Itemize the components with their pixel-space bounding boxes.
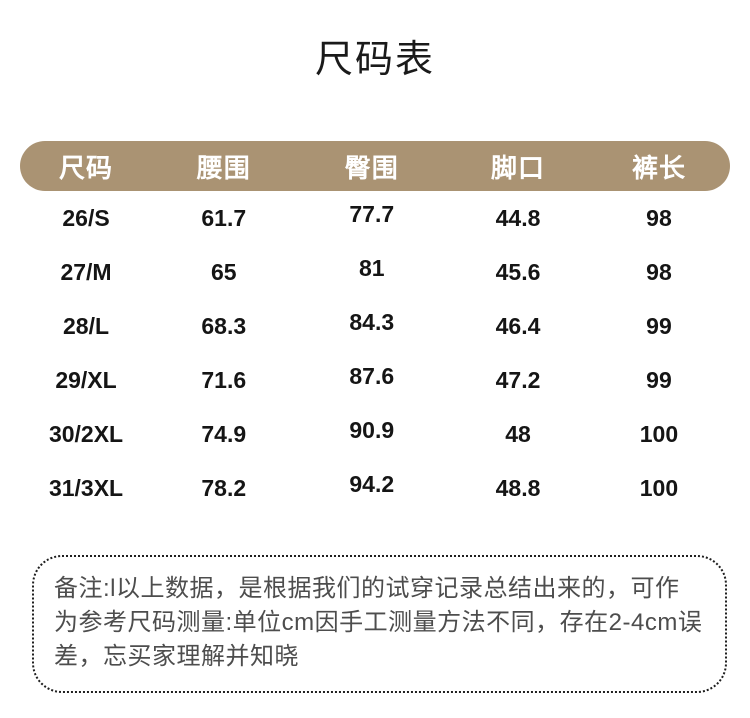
table-row: 26/S 61.7 77.7 44.8 98: [20, 191, 730, 245]
size-table-header-row: 尺码 腰围 臀围 脚口 裤长: [20, 141, 730, 192]
table-row: 30/2XL 74.9 90.9 48 100: [20, 407, 730, 461]
cell-pant-length: 100: [639, 474, 679, 501]
column-header-leg-opening: 脚口: [491, 152, 546, 183]
cell-leg-opening: 48.8: [495, 474, 541, 501]
cell-size: 31/3XL: [48, 474, 124, 501]
table-row: 28/L 68.3 84.3 46.4 99: [20, 299, 730, 353]
cell-size: 27/M: [60, 258, 112, 285]
cell-waist: 78.2: [201, 474, 247, 501]
cell-hip: 81: [358, 254, 385, 281]
cell-waist: 71.6: [201, 366, 247, 393]
cell-size: 28/L: [63, 312, 110, 339]
table-row: 27/M 65 81 45.6 98: [20, 245, 730, 299]
note-box: 备注:l以上数据，是根据我们的试穿记录总结出来的，可作为参考尺码测量:单位cm因…: [32, 555, 727, 694]
cell-hip: 84.3: [349, 308, 395, 335]
cell-hip: 90.9: [349, 416, 395, 443]
cell-size: 26/S: [62, 204, 110, 231]
cell-pant-length: 98: [646, 258, 672, 285]
size-table: 尺码 腰围 臀围 脚口 裤长 26/S 61.7 77.7 44.8 98 27…: [20, 141, 730, 515]
page-title: 尺码表: [314, 39, 435, 81]
cell-hip: 94.2: [349, 470, 395, 497]
cell-leg-opening: 46.4: [495, 312, 541, 339]
cell-pant-length: 99: [646, 312, 672, 339]
cell-hip: 87.6: [349, 362, 395, 389]
cell-pant-length: 98: [646, 204, 672, 231]
column-header-size: 尺码: [59, 152, 114, 183]
column-header-pant-length: 裤长: [631, 152, 686, 183]
table-row: 29/XL 71.6 87.6 47.2 99: [20, 353, 730, 407]
cell-hip: 77.7: [349, 200, 395, 227]
column-header-hip: 臀围: [344, 152, 399, 183]
note-text: 备注:l以上数据，是根据我们的试穿记录总结出来的，可作为参考尺码测量:单位cm因…: [54, 575, 703, 671]
cell-leg-opening: 48: [505, 420, 531, 447]
cell-leg-opening: 44.8: [495, 204, 541, 231]
cell-waist: 65: [210, 258, 237, 285]
column-header-waist: 腰围: [196, 152, 251, 183]
cell-pant-length: 99: [646, 366, 672, 393]
cell-leg-opening: 47.2: [495, 366, 541, 393]
cell-size: 30/2XL: [48, 420, 124, 447]
cell-leg-opening: 45.6: [495, 258, 541, 285]
cell-size: 29/XL: [55, 366, 117, 393]
table-row: 31/3XL 78.2 94.2 48.8 100: [20, 461, 730, 515]
cell-waist: 68.3: [201, 312, 247, 339]
cell-pant-length: 100: [639, 420, 679, 447]
cell-waist: 74.9: [201, 420, 247, 447]
cell-waist: 61.7: [201, 204, 247, 231]
